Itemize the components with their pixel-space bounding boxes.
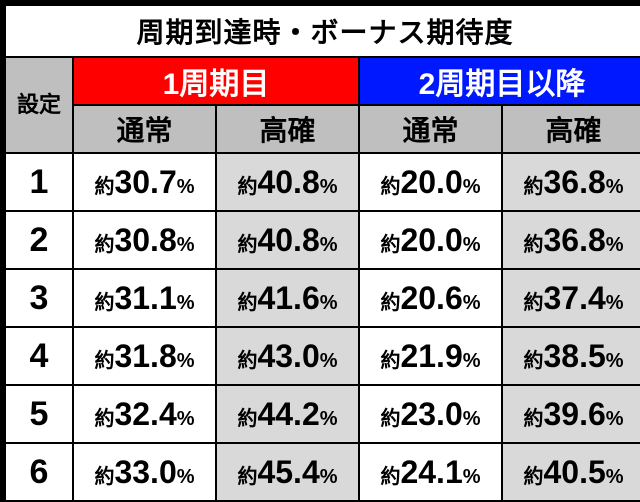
sub-c1-high: 高確 bbox=[216, 105, 359, 153]
value-cell: 約36.8% bbox=[502, 153, 640, 211]
value-text: 約20.6% bbox=[380, 296, 480, 313]
value-text: 約45.4% bbox=[237, 470, 337, 487]
sub-c1-normal: 通常 bbox=[73, 105, 216, 153]
value-text: 約21.9% bbox=[380, 354, 480, 371]
value-text: 約32.4% bbox=[94, 412, 194, 429]
value-cell: 約23.0% bbox=[359, 385, 502, 443]
value-cell: 約20.0% bbox=[359, 153, 502, 211]
table-row: 1 約30.7% 約40.8% 約20.0% 約36.8% bbox=[5, 153, 640, 211]
value-cell: 約40.5% bbox=[502, 443, 640, 501]
value-cell: 約43.0% bbox=[216, 327, 359, 385]
cycle-1-header: 1周期目 bbox=[73, 57, 359, 105]
cycle-2-header: 2周期目以降 bbox=[359, 57, 640, 105]
value-text: 約40.8% bbox=[237, 238, 337, 255]
value-cell: 約45.4% bbox=[216, 443, 359, 501]
value-cell: 約44.2% bbox=[216, 385, 359, 443]
row-label: 4 bbox=[5, 327, 73, 385]
value-text: 約20.0% bbox=[380, 238, 480, 255]
value-cell: 約39.6% bbox=[502, 385, 640, 443]
value-cell: 約31.8% bbox=[73, 327, 216, 385]
value-text: 約31.1% bbox=[94, 296, 194, 313]
row-label: 3 bbox=[5, 269, 73, 327]
value-text: 約31.8% bbox=[94, 354, 194, 371]
value-cell: 約33.0% bbox=[73, 443, 216, 501]
table-row: 3 約31.1% 約41.6% 約20.6% 約37.4% bbox=[5, 269, 640, 327]
table-title: 周期到達時・ボーナス期待度 bbox=[5, 5, 640, 57]
value-text: 約30.8% bbox=[94, 238, 194, 255]
table-row: 6 約33.0% 約45.4% 約24.1% 約40.5% bbox=[5, 443, 640, 501]
value-cell: 約20.0% bbox=[359, 211, 502, 269]
table-row: 2 約30.8% 約40.8% 約20.0% 約36.8% bbox=[5, 211, 640, 269]
value-cell: 約38.5% bbox=[502, 327, 640, 385]
value-cell: 約31.1% bbox=[73, 269, 216, 327]
value-text: 約23.0% bbox=[380, 412, 480, 429]
value-cell: 約24.1% bbox=[359, 443, 502, 501]
value-text: 約37.4% bbox=[523, 296, 623, 313]
sub-c2-high: 高確 bbox=[502, 105, 640, 153]
value-cell: 約36.8% bbox=[502, 211, 640, 269]
value-cell: 約37.4% bbox=[502, 269, 640, 327]
settei-header: 設定 bbox=[5, 57, 73, 153]
value-cell: 約30.8% bbox=[73, 211, 216, 269]
value-text: 約43.0% bbox=[237, 354, 337, 371]
value-cell: 約20.6% bbox=[359, 269, 502, 327]
value-cell: 約41.6% bbox=[216, 269, 359, 327]
value-text: 約24.1% bbox=[380, 470, 480, 487]
row-label: 2 bbox=[5, 211, 73, 269]
row-label: 6 bbox=[5, 443, 73, 501]
value-text: 約38.5% bbox=[523, 354, 623, 371]
value-text: 約40.5% bbox=[523, 470, 623, 487]
value-text: 約36.8% bbox=[523, 238, 623, 255]
value-cell: 約40.8% bbox=[216, 153, 359, 211]
value-text: 約41.6% bbox=[237, 296, 337, 313]
row-label: 5 bbox=[5, 385, 73, 443]
value-cell: 約21.9% bbox=[359, 327, 502, 385]
value-cell: 約32.4% bbox=[73, 385, 216, 443]
value-text: 約44.2% bbox=[237, 412, 337, 429]
value-text: 約40.8% bbox=[237, 180, 337, 197]
value-text: 約33.0% bbox=[94, 470, 194, 487]
value-text: 約30.7% bbox=[94, 180, 194, 197]
value-text: 約39.6% bbox=[523, 412, 623, 429]
value-cell: 約40.8% bbox=[216, 211, 359, 269]
bonus-expectation-table: 周期到達時・ボーナス期待度 設定 1周期目 2周期目以降 通常 高確 通常 高確… bbox=[4, 4, 640, 502]
value-text: 約20.0% bbox=[380, 180, 480, 197]
table-row: 4 約31.8% 約43.0% 約21.9% 約38.5% bbox=[5, 327, 640, 385]
table-row: 5 約32.4% 約44.2% 約23.0% 約39.6% bbox=[5, 385, 640, 443]
value-cell: 約30.7% bbox=[73, 153, 216, 211]
sub-c2-normal: 通常 bbox=[359, 105, 502, 153]
value-text: 約36.8% bbox=[523, 180, 623, 197]
row-label: 1 bbox=[5, 153, 73, 211]
